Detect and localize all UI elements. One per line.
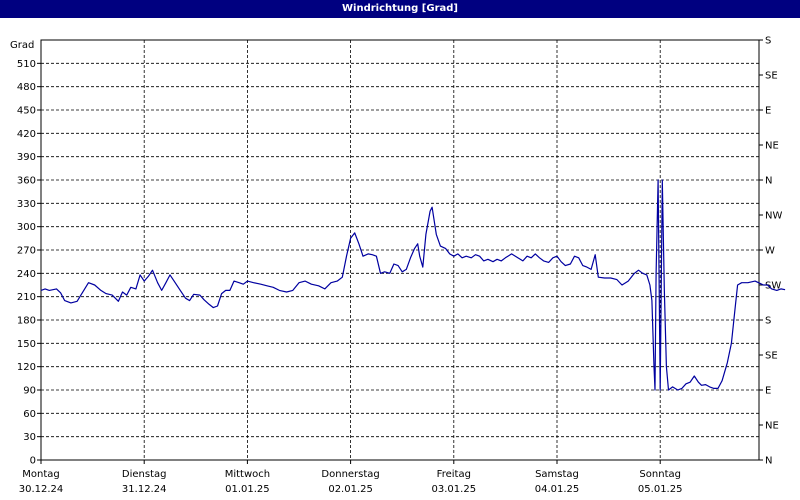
x-day-label: Freitag [437, 469, 471, 480]
right-tick-label: NW [765, 211, 782, 222]
right-tick-label: S [765, 36, 771, 47]
x-day-label: Dienstag [122, 469, 167, 480]
series-wind-direction [40, 179, 786, 391]
y-tick-label: 450 [17, 106, 36, 117]
right-tick-label: SE [765, 351, 778, 362]
y-tick-label: 270 [17, 246, 36, 257]
y-tick-label: 90 [23, 386, 36, 397]
grid-lines [41, 40, 759, 460]
y-tick-label: 180 [17, 316, 36, 327]
right-tick-label: N [765, 456, 772, 467]
right-tick-label: N [765, 176, 772, 187]
x-date-label: 05.01.25 [638, 484, 683, 495]
y-tick-label: 480 [17, 82, 36, 93]
y-tick-label: 360 [17, 176, 36, 187]
y-tick-label: 240 [17, 269, 36, 280]
y-tick-label: 390 [17, 152, 36, 163]
right-tick-label: E [765, 106, 771, 117]
right-tick-label: NE [765, 141, 779, 152]
x-axis: Montag 30.12.24 Dienstag 31.12.24 Mittwoch 01… [19, 460, 683, 495]
y-tick-label: 510 [17, 59, 36, 70]
x-date-label: 31.12.24 [122, 484, 167, 495]
series-line [40, 179, 786, 391]
x-date-label: 02.01.25 [328, 484, 373, 495]
y-tick-label: 150 [17, 339, 36, 350]
right-tick-label: NE [765, 421, 779, 432]
y-tick-label: 300 [17, 222, 36, 233]
x-date-label: 01.01.25 [225, 484, 270, 495]
x-date-label: 30.12.24 [19, 484, 64, 495]
right-tick-label: E [765, 386, 771, 397]
y-tick-label: 210 [17, 292, 36, 303]
y-tick-label: 30 [23, 432, 36, 443]
x-day-label: Sonntag [639, 469, 681, 480]
y-tick-label: 420 [17, 129, 36, 140]
y-axis-right: N NE E SE S SW W NW N NE E SE S [759, 36, 782, 467]
right-tick-label: SW [765, 281, 781, 292]
y-axis-left: Grad 0 30 60 90 120 150 180 210 240 270 300 330 360 3… [10, 40, 41, 467]
x-day-label: Mittwoch [225, 469, 270, 480]
x-day-label: Samstag [535, 469, 579, 480]
x-day-label: Montag [22, 469, 59, 480]
y-axis-label: Grad [10, 40, 34, 51]
right-tick-label: W [765, 246, 775, 257]
y-tick-label: 60 [23, 409, 36, 420]
x-date-label: 04.01.25 [535, 484, 580, 495]
y-tick-label: 0 [30, 456, 36, 467]
window-title: Windrichtung [Grad] [0, 0, 800, 18]
y-tick-label: 120 [17, 362, 36, 373]
x-day-label: Donnerstag [321, 469, 379, 480]
y-tick-label: 330 [17, 199, 36, 210]
right-tick-label: SE [765, 71, 778, 82]
right-tick-label: S [765, 316, 771, 327]
x-date-label: 03.01.25 [432, 484, 477, 495]
